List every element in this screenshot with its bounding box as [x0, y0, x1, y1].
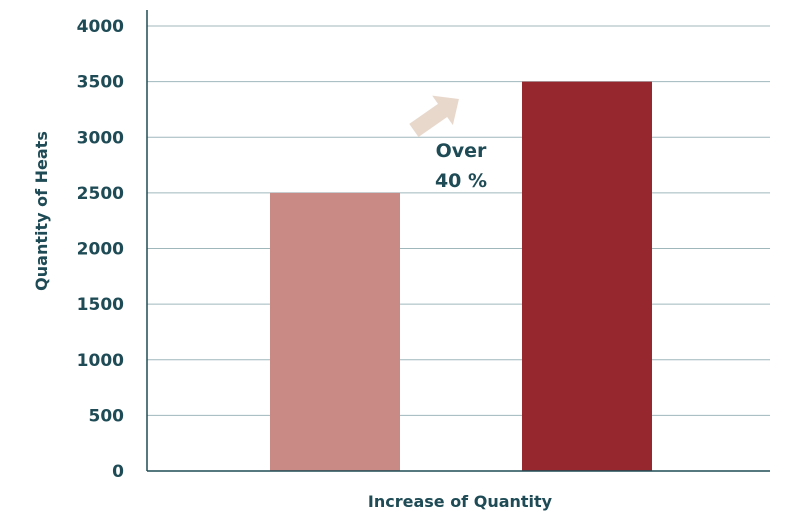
annotation-line-2: 40 % [435, 170, 487, 192]
arrow-icon [409, 95, 459, 138]
y-tick-label: 2500 [77, 184, 124, 204]
y-axis-title: Quantity of Heats [32, 131, 51, 291]
annotation-line-1: Over [436, 140, 487, 162]
bars [270, 81, 652, 471]
y-tick-label: 4000 [77, 17, 124, 37]
bar-1 [270, 192, 400, 471]
axes [146, 10, 770, 472]
y-tick-label: 3000 [77, 128, 124, 148]
y-tick-label: 1500 [77, 295, 124, 315]
gridlines [147, 25, 770, 416]
y-tick-label: 3500 [77, 73, 124, 93]
bar-2 [522, 81, 652, 471]
y-tick-label: 1000 [77, 351, 124, 371]
y-tick-label: 0 [112, 462, 124, 482]
y-tick-label: 2000 [77, 240, 124, 260]
y-tick-label: 500 [89, 406, 125, 426]
x-axis-title: Increase of Quantity [368, 492, 553, 511]
annotation: Over 40 % [409, 95, 487, 192]
y-tick-labels: 0 500 1000 1500 2000 2500 3000 3500 4000 [77, 17, 124, 482]
